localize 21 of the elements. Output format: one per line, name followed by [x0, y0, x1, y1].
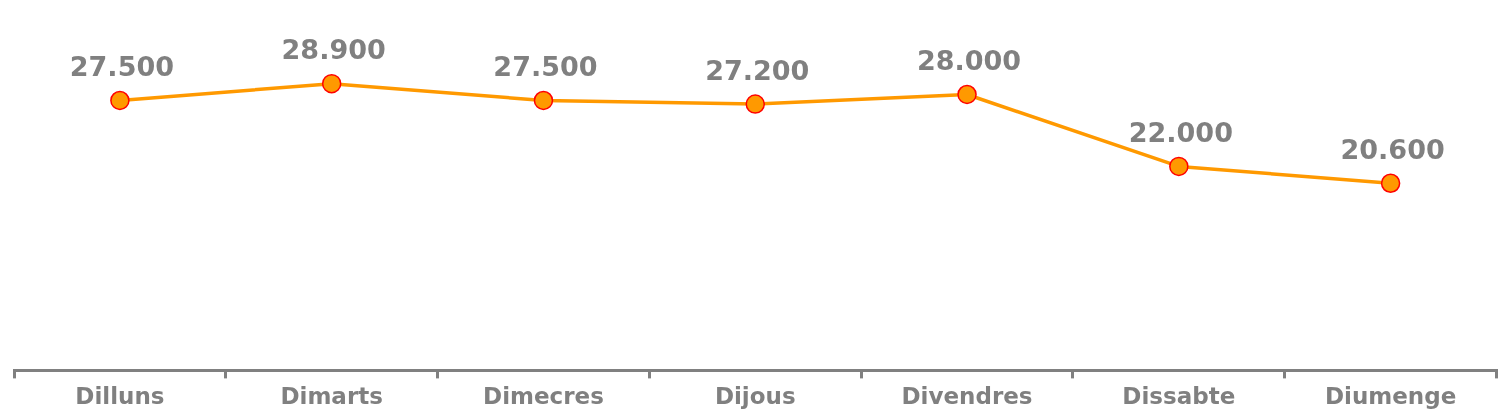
point [533, 90, 554, 111]
data-label: 27.200 [705, 54, 810, 86]
x-tick-label: Divendres [901, 383, 1033, 410]
data-label: 28.000 [916, 44, 1022, 76]
data-label: 20.600 [1340, 133, 1445, 165]
data-label: 22.000 [1128, 116, 1233, 148]
point [321, 73, 342, 94]
point [745, 94, 765, 114]
data-label: 27.500 [69, 50, 174, 82]
point [1169, 156, 1189, 177]
point [957, 84, 977, 105]
point [110, 90, 130, 111]
data-label: 27.500 [493, 50, 598, 82]
x-tick-label: Dilluns [75, 383, 165, 410]
x-tick-label: Dimarts [280, 383, 383, 410]
x-tick-label: Dimecres [483, 383, 604, 410]
x-tick-label: Dijous [714, 383, 796, 410]
x-tick-label: Dissabte [1122, 383, 1236, 410]
point [1380, 173, 1401, 193]
data-label: 28.900 [281, 34, 386, 66]
x-tick-label: Diumenge [1324, 383, 1457, 410]
